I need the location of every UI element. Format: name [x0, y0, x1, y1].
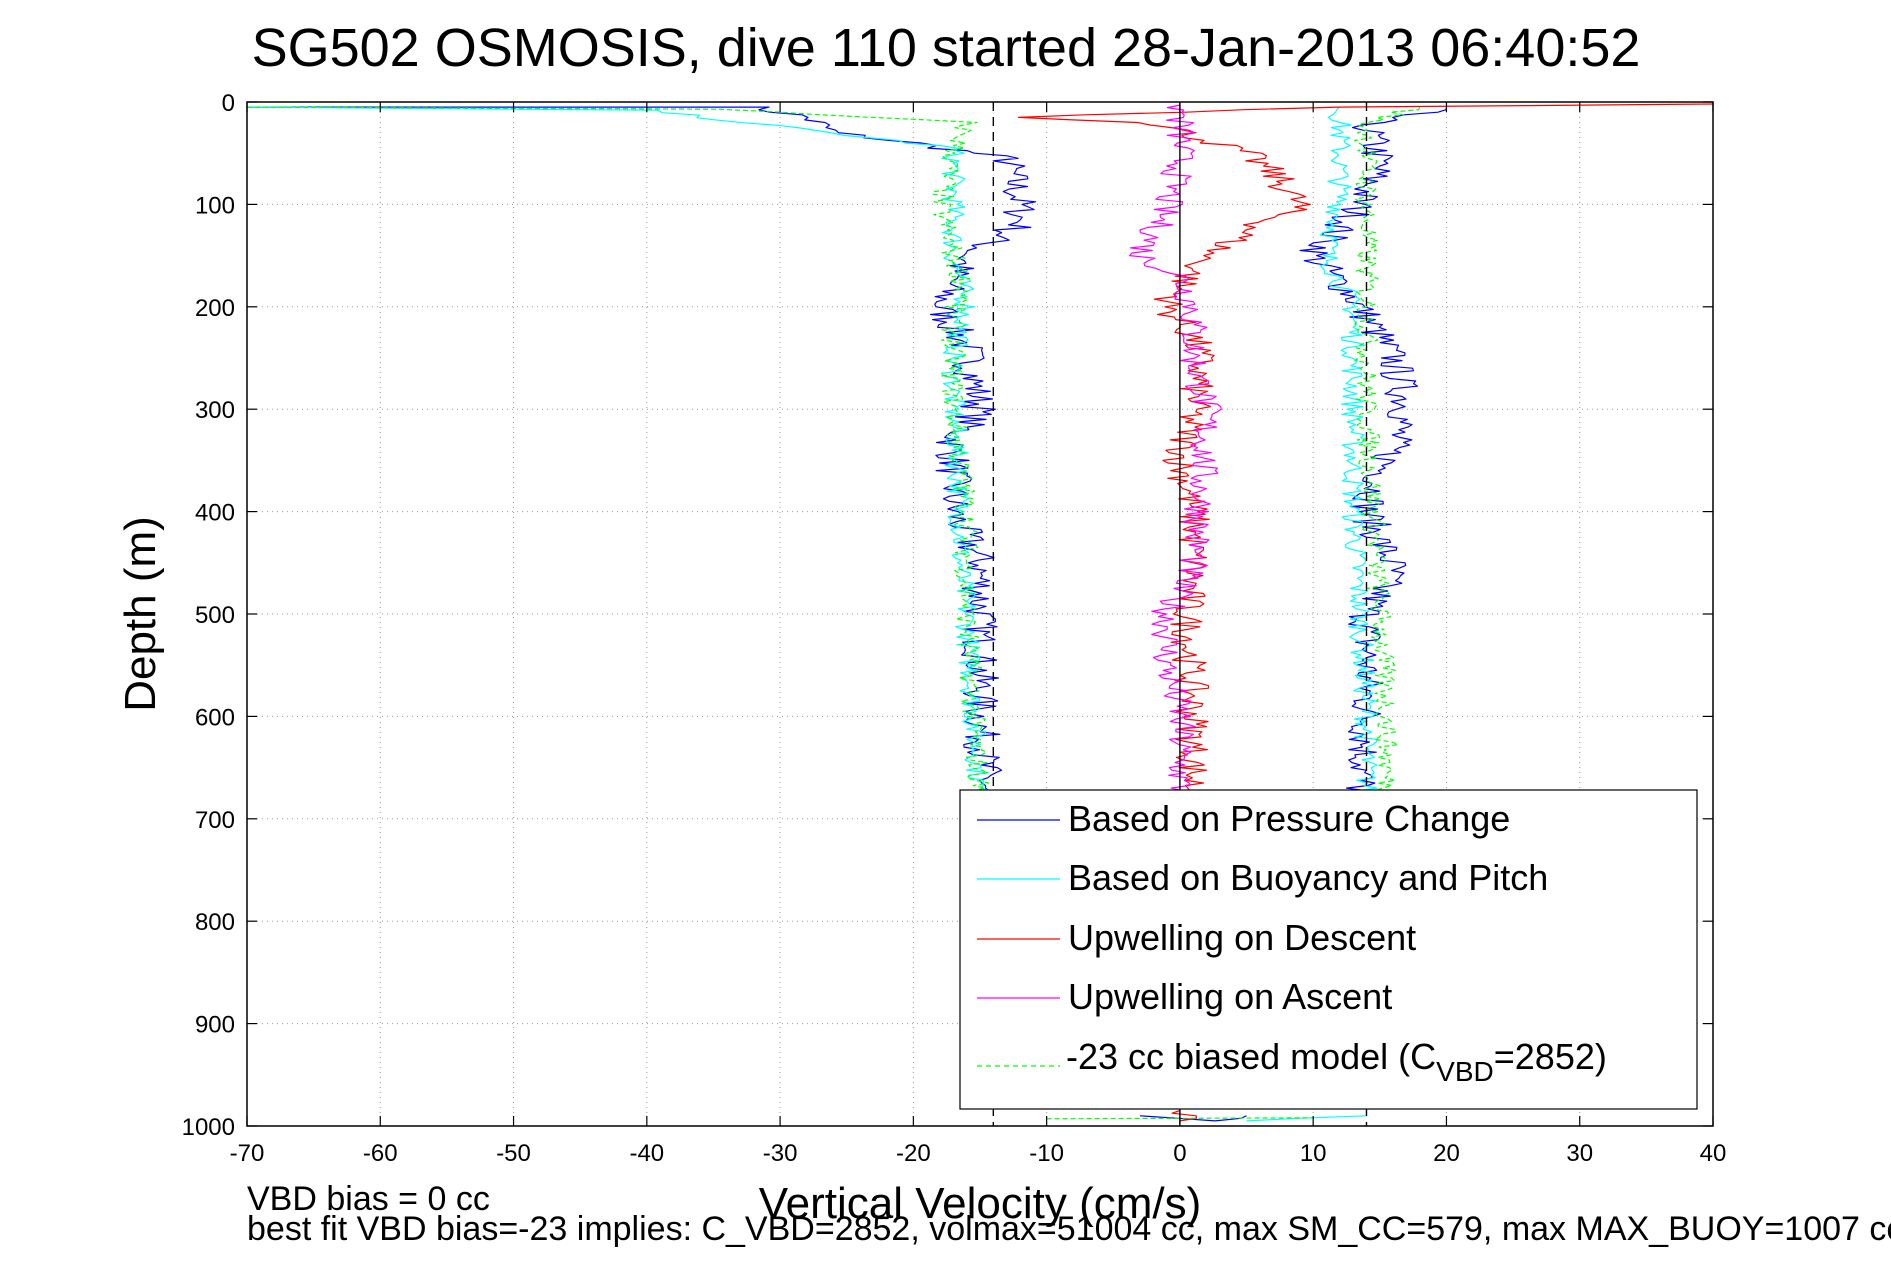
y-tick-label: 600 — [195, 704, 235, 731]
series-line-based-on-pressure-change — [1299, 106, 1448, 799]
x-tick-label: 0 — [1173, 1140, 1186, 1167]
series-line-upwelling-on-descent — [1171, 1110, 1198, 1122]
legend-label-model-tail: =2852) — [1494, 1036, 1607, 1077]
y-tick-label: 200 — [195, 295, 235, 322]
x-tick-label: -50 — [496, 1140, 531, 1167]
series-line-upwelling-on-descent — [1017, 103, 1713, 799]
legend-label-pressure: Based on Pressure Change — [1068, 798, 1510, 839]
x-tick-label: 40 — [1700, 1140, 1727, 1167]
footnote-best-fit: best fit VBD bias=-23 implies: C_VBD=285… — [247, 1210, 1891, 1248]
series-layer — [247, 103, 1713, 1122]
series-line-based-on-buoyancy-and-pitch — [1319, 106, 1379, 799]
x-tick-label: -30 — [763, 1140, 798, 1167]
series-line-23-cc-biased-model-c-vbd-2852 — [1046, 1117, 1314, 1120]
footnote-vbd-bias: VBD bias = 0 cc — [247, 1180, 490, 1218]
series-line-upwelling-on-ascent — [1129, 104, 1222, 799]
y-axis-label: Depth (m) — [116, 516, 165, 712]
axis-ticks: -70 -60 -50 -40 -30 -20 -10 0 10 20 30 400100200300… — [182, 90, 1727, 1167]
x-tick-label: 10 — [1300, 1140, 1327, 1167]
y-tick-label: 900 — [195, 1012, 235, 1039]
legend-label-buoyancy: Based on Buoyancy and Pitch — [1068, 857, 1548, 898]
legend-label-model: -23 cc biased model (CVBD=2852) — [1066, 1036, 1607, 1087]
y-tick-label: 700 — [195, 807, 235, 834]
y-tick-label: 800 — [195, 909, 235, 936]
legend-label-model-main: -23 cc biased model (C — [1066, 1036, 1436, 1077]
legend-label-model-sub: VBD — [1436, 1056, 1494, 1087]
series-line-based-on-pressure-change — [1139, 1115, 1247, 1122]
legend-label-ascent: Upwelling on Ascent — [1068, 976, 1392, 1017]
x-tick-label: -40 — [629, 1140, 664, 1167]
y-tick-label: 500 — [195, 602, 235, 629]
y-tick-label: 300 — [195, 397, 235, 424]
y-tick-label: 400 — [195, 500, 235, 527]
x-tick-label: 20 — [1433, 1140, 1460, 1167]
x-tick-label: 30 — [1566, 1140, 1593, 1167]
x-tick-label: -60 — [363, 1140, 398, 1167]
legend-label-descent: Upwelling on Descent — [1068, 917, 1416, 958]
y-tick-label: 100 — [195, 192, 235, 219]
legend-box — [959, 789, 1698, 1110]
x-tick-label: -20 — [896, 1140, 931, 1167]
series-line-23-cc-biased-model-c-vbd-2852 — [247, 106, 990, 799]
series-line-based-on-pressure-change — [247, 106, 1037, 799]
series-line-based-on-buoyancy-and-pitch — [247, 106, 991, 799]
chart-title: SG502 OSMOSIS, dive 110 started 28-Jan-2… — [252, 18, 1641, 78]
x-axis-label: Vertical Velocity (cm/s) — [759, 1179, 1202, 1228]
x-tick-label: -70 — [230, 1140, 265, 1167]
series-line-23-cc-biased-model-c-vbd-2852 — [1354, 106, 1421, 799]
x-tick-label: -10 — [1029, 1140, 1064, 1167]
legend: Based on Pressure Change Based on Buoyan… — [959, 789, 1698, 1110]
y-tick-label: 1000 — [182, 1114, 235, 1141]
y-tick-label: 0 — [222, 90, 235, 117]
